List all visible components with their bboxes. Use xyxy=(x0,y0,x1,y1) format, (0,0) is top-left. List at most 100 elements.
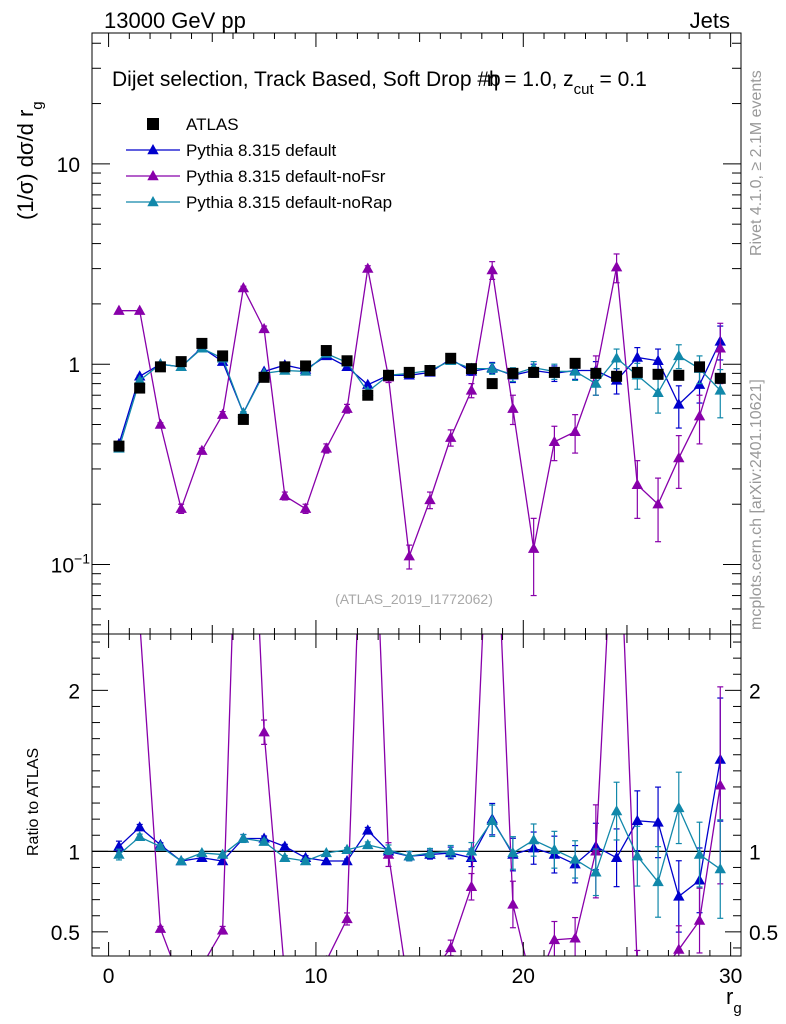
data-point xyxy=(299,502,312,513)
data-point xyxy=(362,262,374,273)
atlas-point xyxy=(611,370,623,382)
data-point xyxy=(486,264,498,275)
ratio-point xyxy=(113,243,124,253)
atlas-point xyxy=(548,366,560,378)
atlas-point xyxy=(258,371,270,383)
ratio-point xyxy=(548,843,561,854)
watermark: (ATLAS_2019_I1772062) xyxy=(335,591,493,607)
atlas-point xyxy=(300,360,312,372)
ratio-point xyxy=(258,726,270,737)
data-point xyxy=(279,489,291,501)
data-point xyxy=(527,542,540,553)
plot-title-suffix: η = 1.0, z xyxy=(487,68,574,91)
data-point xyxy=(652,354,664,365)
ratio-point xyxy=(113,848,125,859)
ratio-point xyxy=(569,932,581,943)
atlas-point xyxy=(217,350,229,362)
data-point xyxy=(216,408,229,419)
header-left: 13000 GeV pp xyxy=(104,8,246,33)
ratio-point xyxy=(611,441,622,451)
ratio-point xyxy=(548,933,561,945)
data-point xyxy=(610,352,623,363)
ratio-point xyxy=(486,412,497,422)
axes-layer xyxy=(91,32,742,957)
ratio-point xyxy=(320,855,333,866)
legend-entry-atlas: ATLAS xyxy=(147,115,239,134)
atlas-point xyxy=(714,372,726,384)
ratio-point xyxy=(673,801,685,813)
ratio-point xyxy=(403,850,415,861)
atlas-point xyxy=(383,369,395,381)
legend-entry-2: Pythia 8.315 default-noFsr xyxy=(126,167,386,186)
ratio-point xyxy=(279,969,290,979)
data-point xyxy=(133,304,146,315)
side-mcplots-text: mcplots.cern.ch [arXiv:2401.10621] xyxy=(748,379,765,630)
data-point xyxy=(486,362,498,373)
x-axis-label-sub: g xyxy=(733,1000,741,1017)
series-layer xyxy=(113,243,726,979)
data-point xyxy=(154,418,167,429)
data-point xyxy=(590,377,602,388)
data-point xyxy=(673,452,685,463)
ratio-point xyxy=(216,855,229,866)
atlas-point xyxy=(424,365,436,377)
ratio-point xyxy=(196,846,208,858)
y-axis-label-ratio: Ratio to ATLAS xyxy=(25,748,42,856)
atlas-point xyxy=(673,369,685,381)
ratio-line xyxy=(139,634,721,956)
legend-label: ATLAS xyxy=(186,115,239,134)
ratio-point xyxy=(299,855,312,866)
ratio-point xyxy=(693,848,706,859)
series-line xyxy=(118,341,721,445)
ratio-point xyxy=(113,840,125,851)
ratio-pythia-8-315-default-nofsr xyxy=(113,243,726,979)
ratio-point xyxy=(134,615,145,625)
y-tick-label-ratio-right: 2 xyxy=(749,680,761,703)
atlas-point xyxy=(528,366,540,378)
plot-title-main: Dijet selection, Track Based, Soft Drop … xyxy=(112,68,501,91)
legend-label: Pythia 8.315 default xyxy=(186,141,337,160)
ratio-point xyxy=(673,943,685,954)
data-point xyxy=(714,342,726,353)
ratio-point xyxy=(341,855,353,866)
ratio-point xyxy=(362,316,373,326)
atlas-point xyxy=(341,355,353,367)
data-point xyxy=(258,322,270,334)
atlas-point xyxy=(113,440,125,452)
legend-marker xyxy=(147,144,159,155)
data-point xyxy=(175,502,187,513)
x-tick-label: 10 xyxy=(304,965,327,988)
ratio-point xyxy=(714,863,726,874)
data-point xyxy=(362,378,374,389)
data-point xyxy=(631,351,644,362)
legend-label: Pythia 8.315 default-noFsr xyxy=(186,167,386,186)
atlas-point xyxy=(175,356,187,368)
ratio-point xyxy=(382,843,395,854)
plot-title-end: = 0.1 xyxy=(594,68,647,91)
ratio-point xyxy=(610,851,623,862)
header-right: Jets xyxy=(690,8,730,33)
ratio-point xyxy=(486,814,498,825)
y-tick-label-ratio-right: 0.5 xyxy=(749,922,778,945)
ratio-point xyxy=(154,840,167,851)
y-tick-label-main: 1 xyxy=(68,354,80,377)
data-point xyxy=(196,444,208,455)
series-atlas xyxy=(113,337,726,452)
legend-entry-3: Pythia 8.315 default-noRap xyxy=(126,193,392,212)
atlas-point xyxy=(445,352,457,364)
data-point xyxy=(507,402,519,413)
x-axis-label: rg xyxy=(726,984,742,1017)
ratio-point xyxy=(507,898,519,909)
atlas-point xyxy=(362,389,374,401)
data-point xyxy=(341,402,353,413)
y-tick-label-ratio: 2 xyxy=(68,680,80,703)
y-tick-label-ratio: 0.5 xyxy=(51,922,80,945)
data-point xyxy=(403,550,415,561)
ratio-point xyxy=(673,890,685,901)
y-axis-label-main-sub: g xyxy=(29,101,46,109)
ratio-point xyxy=(279,840,291,851)
y-tick-label-ratio-right: 1 xyxy=(749,841,761,864)
plot-title: Dijet selection, Track Based, Soft Drop … xyxy=(112,68,647,98)
ratio-pythia-8-315-default-norap xyxy=(113,771,726,919)
